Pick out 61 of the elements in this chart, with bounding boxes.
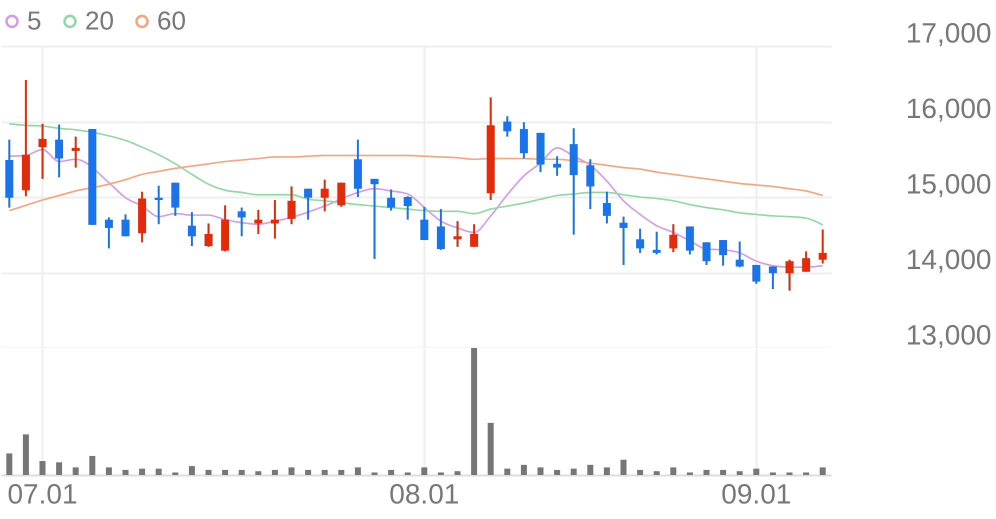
bar: [454, 471, 460, 475]
y-tick-label: 13,000: [906, 320, 992, 350]
bar: [488, 422, 494, 475]
y-tick-label: 15,000: [906, 168, 992, 200]
legend-label: 60: [157, 5, 186, 36]
bar: [686, 472, 693, 475]
bar: [288, 467, 294, 475]
bar: [820, 467, 826, 475]
legend-label: 20: [85, 5, 114, 36]
bar: [354, 467, 361, 475]
bar: [704, 470, 710, 475]
bar: [620, 460, 626, 475]
bar: [106, 467, 112, 475]
bar: [554, 470, 560, 475]
bar: [786, 472, 792, 475]
bar: [803, 472, 810, 475]
bar: [654, 471, 660, 475]
bar: [139, 468, 146, 475]
bar: [22, 434, 29, 475]
bar: [637, 470, 644, 475]
x-tick-label: 08.01: [389, 478, 460, 510]
bar: [6, 453, 12, 475]
bar: [72, 467, 79, 475]
bar: [40, 461, 46, 475]
bar: [736, 471, 743, 475]
bar: [404, 472, 411, 475]
bar: [570, 468, 577, 475]
bar: [238, 470, 245, 475]
bar: [122, 470, 128, 475]
bar: [322, 470, 328, 475]
bar: [753, 468, 760, 475]
bar: [89, 456, 96, 475]
bar: [587, 464, 594, 475]
bar: [156, 468, 162, 475]
bar: [372, 472, 378, 475]
bar: [222, 470, 228, 475]
bar: [670, 467, 676, 475]
bar: [172, 472, 178, 475]
x-tick-label: 09.01: [721, 478, 792, 510]
bar: [255, 471, 262, 475]
bar: [720, 470, 726, 475]
bar: [305, 470, 312, 475]
bar: [421, 467, 428, 475]
bar: [438, 472, 444, 475]
y-tick-label: 14,000: [906, 244, 992, 275]
y-tick-label: 17,000: [906, 18, 992, 48]
bar: [338, 470, 344, 475]
x-tick-label: 07.01: [7, 478, 78, 510]
bar: [56, 462, 62, 475]
bar: [604, 467, 610, 475]
bar: [188, 466, 195, 475]
bar: [471, 348, 478, 475]
bar: [272, 470, 278, 475]
bar: [538, 467, 544, 475]
bar: [388, 470, 394, 475]
bar: [520, 464, 527, 475]
y-tick-label: 16,000: [906, 93, 992, 124]
bar: [770, 472, 776, 475]
bar: [504, 468, 510, 475]
bar: [206, 470, 212, 475]
legend-label: 5: [27, 5, 42, 36]
